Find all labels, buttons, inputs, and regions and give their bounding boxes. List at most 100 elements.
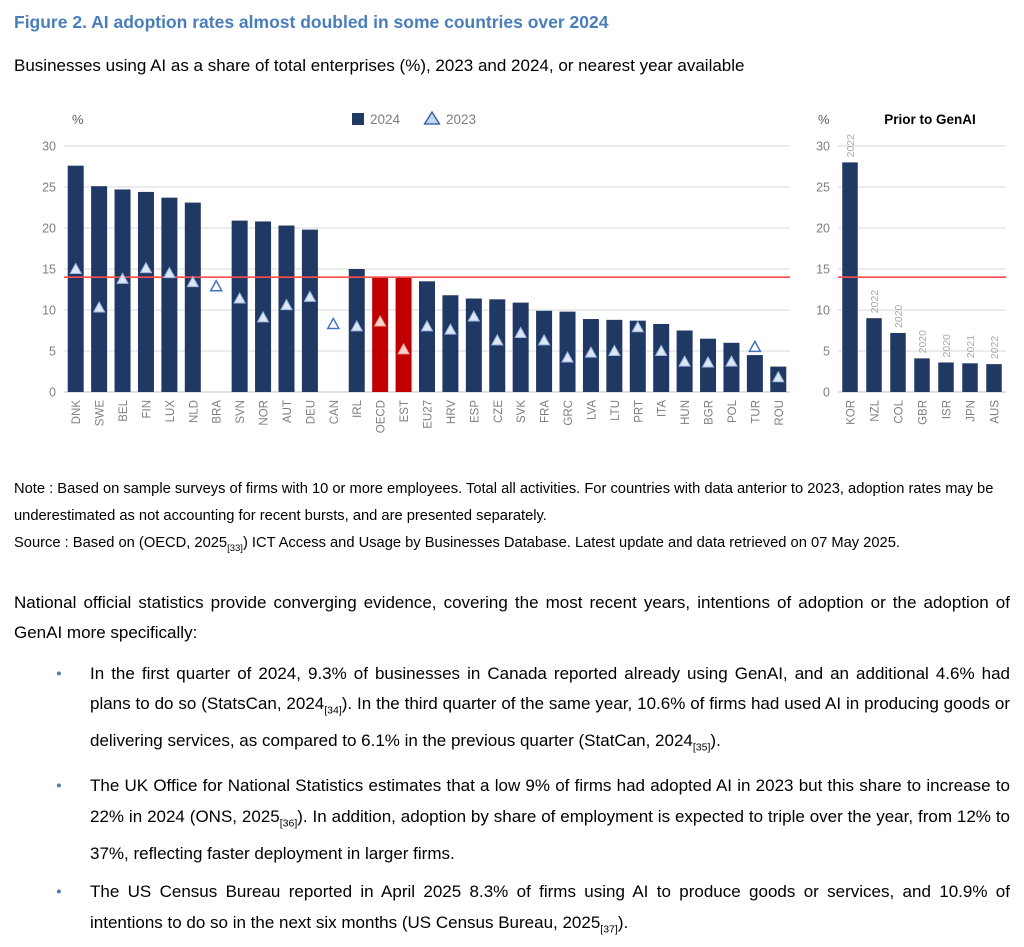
- triangle-2023-PRT: [631, 320, 645, 333]
- triangle-2023-EU27: [420, 319, 434, 332]
- bar-CZE: [489, 299, 506, 392]
- year-label-JPN: 2021: [965, 335, 977, 359]
- x-label-HRV: HRV: [446, 400, 458, 424]
- y-tick-label: 30: [816, 140, 830, 154]
- year-label-ISR: 2020: [941, 334, 953, 358]
- prior-chart-title: Prior to GenAI: [884, 112, 976, 127]
- bar-NZL: [866, 318, 882, 392]
- bar-BEL: [114, 189, 131, 392]
- bar-ISR: [938, 362, 954, 392]
- x-label-NOR: NOR: [259, 400, 271, 426]
- bar-COL: [890, 332, 906, 392]
- x-label-ROU: ROU: [774, 400, 786, 426]
- bar-FRA: [536, 310, 553, 392]
- triangle-2023-ROU: [771, 370, 785, 383]
- prior-genai-chart: % Prior to GenAI 0 5 10 15 20 25 30 2022 KOR 2022…: [816, 112, 1006, 425]
- triangle-2023-BRA: [209, 279, 223, 292]
- x-label-AUT: AUT: [282, 400, 294, 423]
- x-label-BEL: BEL: [118, 399, 130, 421]
- legend-2023-triangle-icon: [423, 110, 441, 125]
- legend-2023-label: 2023: [446, 112, 476, 127]
- bar-DNK: [67, 165, 84, 392]
- triangle-2023-GRC: [561, 351, 574, 363]
- text-segment: In the first quarter of 2024, 9.3% of bu…: [90, 663, 1010, 714]
- body-paragraph: National official statistics provide con…: [14, 592, 1010, 643]
- x-label-POL: POL: [727, 399, 739, 423]
- triangle-2023-IRL: [350, 319, 364, 332]
- year-label-GBR: 2020: [917, 330, 929, 354]
- triangle-2023-POL: [725, 355, 738, 367]
- x-label-LVA: LVA: [586, 400, 598, 420]
- y-tick-label: 30: [42, 140, 56, 154]
- bullet-item: ● In the first quarter of 2024, 9.3% of b…: [14, 659, 1010, 763]
- triangle-2023-BGR: [701, 355, 715, 368]
- x-label-FRA: FRA: [540, 400, 552, 423]
- bar-FIN: [137, 191, 154, 392]
- y-tick-label: 20: [42, 222, 56, 236]
- bar-NOR: [255, 221, 272, 392]
- bar-HRV: [442, 295, 459, 392]
- citation-subscript: [35]: [692, 741, 711, 754]
- text-segment: The UK Office for National Statistics es…: [90, 776, 1010, 826]
- bar-OECD: [372, 277, 389, 392]
- x-label-COL: COL: [894, 399, 906, 423]
- triangle-2023-HRV: [444, 323, 457, 335]
- x-label-OECD: OECD: [376, 400, 388, 433]
- bar-PRT: [629, 320, 646, 392]
- x-label-GRC: GRC: [563, 400, 575, 426]
- x-label-JPN: JPN: [966, 400, 978, 422]
- triangle-2023-HUN: [678, 355, 691, 367]
- x-label-PRT: PRT: [633, 400, 645, 423]
- triangle-2023-FRA: [537, 333, 551, 346]
- triangle-2023-SWE: [92, 301, 106, 313]
- bullet-marker-icon: ●: [56, 886, 62, 898]
- x-label-GBR: GBR: [918, 400, 930, 425]
- bar-SVN: [231, 220, 248, 392]
- x-label-CAN: CAN: [329, 400, 341, 424]
- chart-legend: 2024 2023: [352, 110, 476, 127]
- x-label-BGR: BGR: [704, 400, 716, 425]
- legend-2024-square-icon: [352, 113, 364, 125]
- triangle-2023-CZE: [490, 333, 504, 346]
- bar-DEU: [301, 229, 318, 392]
- bar-ESP: [465, 298, 482, 392]
- x-label-HUN: HUN: [680, 400, 692, 425]
- citation-subscript: [33]: [227, 542, 243, 554]
- bar-JPN: [962, 363, 978, 392]
- bullet-text: The US Census Bureau reported in April 2…: [90, 877, 1010, 944]
- triangle-2023-NLD: [186, 275, 200, 288]
- x-label-ESP: ESP: [469, 400, 481, 423]
- year-label-NZL: 2022: [869, 290, 881, 314]
- triangle-2023-DNK: [69, 262, 83, 274]
- bullet-item: ● The US Census Bureau reported in April …: [14, 877, 1010, 944]
- y-tick-label: 15: [816, 263, 830, 277]
- prior-chart-percent-label: %: [818, 112, 830, 127]
- x-label-LUX: LUX: [165, 400, 177, 423]
- x-label-NLD: NLD: [188, 400, 200, 423]
- bullet-marker-icon: ●: [56, 667, 62, 679]
- text-segment: ). In addition, adoption by share of emp…: [90, 806, 1010, 863]
- triangle-2023-AUT: [280, 298, 293, 311]
- y-tick-label: 5: [823, 345, 830, 359]
- y-tick-label: 20: [816, 222, 830, 236]
- y-tick-label: 25: [42, 181, 56, 195]
- x-label-AUS: AUS: [990, 400, 1002, 424]
- x-label-LTU: LTU: [610, 400, 622, 421]
- note-line: Note : Based on sample surveys of firms …: [14, 476, 1010, 530]
- citation-subscript: [36]: [279, 817, 298, 830]
- x-label-DNK: DNK: [71, 400, 83, 425]
- source-line: Source : Based on (OECD, 2025[33]) ICT A…: [14, 530, 1010, 562]
- bar-TUR: [746, 355, 763, 392]
- y-tick-label: 5: [49, 345, 56, 359]
- bullet-list: ● In the first quarter of 2024, 9.3% of b…: [14, 659, 1010, 945]
- x-label-EU27: EU27: [423, 400, 435, 429]
- citation-subscript: [34]: [324, 704, 342, 717]
- year-label-KOR: 2022: [845, 134, 857, 158]
- x-label-IRL: IRL: [352, 399, 364, 418]
- triangle-2023-LTU: [608, 344, 621, 356]
- x-label-SVN: SVN: [235, 400, 247, 424]
- citation-subscript: [37]: [600, 923, 618, 935]
- y-tick-label: 25: [816, 181, 830, 195]
- bar-POL: [723, 342, 740, 392]
